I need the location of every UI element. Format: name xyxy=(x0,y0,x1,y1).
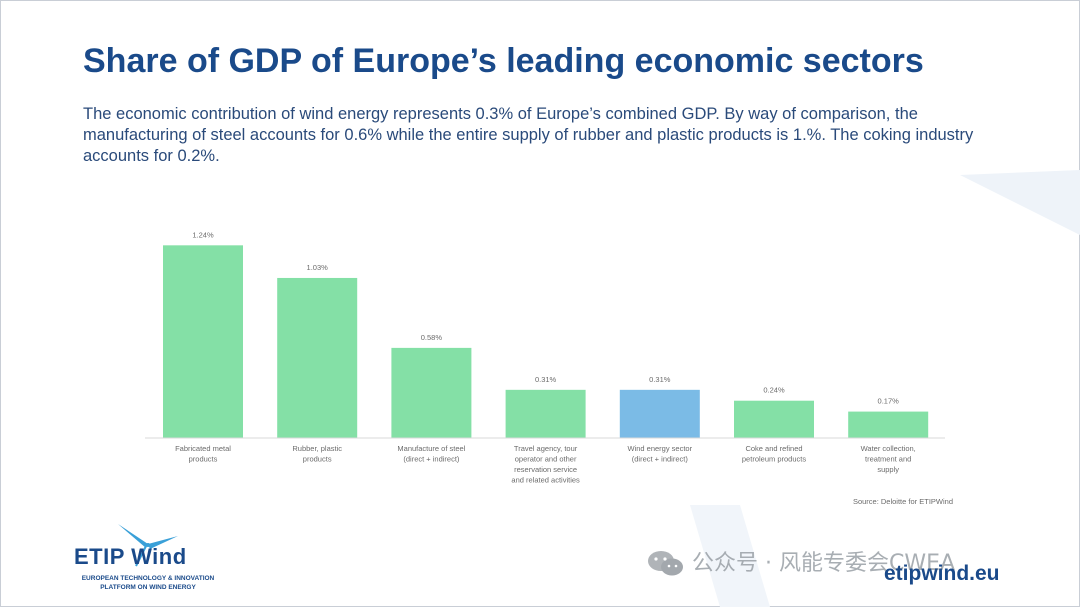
value-label-6: 0.24% xyxy=(763,386,785,395)
logo-tagline-line1: EUROPEAN TECHNOLOGY & INNOVATION xyxy=(81,575,215,582)
bar-1 xyxy=(163,245,243,438)
chart-category-labels: Fabricated metal products Rubber, plastic p… xyxy=(175,444,916,485)
bar-4 xyxy=(505,389,586,438)
bar-6 xyxy=(734,400,814,438)
bar-3 xyxy=(391,347,472,438)
page-subtitle: The economic contribution of wind energy… xyxy=(83,105,974,165)
value-label-3: 0.58% xyxy=(421,333,443,342)
category-label-line: supply xyxy=(877,465,899,474)
watermark-text: 公众号 · 风能专委会CWEA xyxy=(646,545,955,577)
value-label-7: 0.17% xyxy=(878,397,900,406)
bar-2 xyxy=(277,277,358,438)
category-label-line: Water collection, xyxy=(861,444,916,453)
category-label-line: treatment and xyxy=(865,455,911,464)
category-label-line: Coke and refined xyxy=(745,444,802,453)
category-label-4: Travel agency, tour operator and other res… xyxy=(511,444,580,485)
category-label-1: Fabricated metal products xyxy=(175,444,231,464)
category-label-line: products xyxy=(303,455,332,464)
category-label-line: (direct + indirect) xyxy=(632,455,689,464)
wechat-icon xyxy=(648,551,683,576)
category-label-line: petroleum products xyxy=(742,455,806,464)
chart-value-labels: 1.24% 1.03% 0.58% 0.31% 0.31% 0.24% 0.17% xyxy=(192,230,899,405)
logo-wordmark: ETIP Wind xyxy=(74,544,187,569)
category-label-2: Rubber, plastic products xyxy=(292,444,342,464)
etip-wind-logo xyxy=(118,524,178,567)
category-label-line: products xyxy=(189,455,218,464)
category-label-line: operator and other xyxy=(515,455,577,464)
category-label-line: Travel agency, tour xyxy=(514,444,578,453)
value-label-5: 0.31% xyxy=(649,375,671,384)
bar-7 xyxy=(848,411,929,438)
category-label-6: Coke and refined petroleum products xyxy=(742,444,806,464)
wind-turbine-icon xyxy=(118,524,178,567)
category-label-line: Wind energy sector xyxy=(627,444,692,453)
category-label-line: reservation service xyxy=(514,465,577,474)
category-label-line: Fabricated metal xyxy=(175,444,231,453)
category-label-5: Wind energy sector (direct + indirect) xyxy=(627,444,692,464)
value-label-2: 1.03% xyxy=(307,263,329,272)
category-label-line: Manufacture of steel xyxy=(397,444,465,453)
value-label-1: 1.24% xyxy=(192,230,214,239)
source-note: Source: Deloitte for ETIPWind xyxy=(853,497,953,506)
watermark-label: 公众号 · 风能专委会CWEA xyxy=(692,551,956,576)
category-label-line: and related activities xyxy=(511,476,580,485)
category-label-line: Rubber, plastic xyxy=(292,444,342,453)
chart-bars xyxy=(163,245,929,438)
page-title: Share of GDP of Europe’s leading economi… xyxy=(83,42,924,80)
category-label-3: Manufacture of steel (direct + indirect) xyxy=(397,444,465,464)
category-label-7: Water collection, treatment and supply xyxy=(861,444,916,474)
bar-5 xyxy=(619,389,700,438)
value-label-4: 0.31% xyxy=(535,375,557,384)
website-link[interactable]: etipwind.eu xyxy=(884,562,1000,585)
logo-tagline-line2: PLATFORM ON WIND ENERGY xyxy=(100,584,196,591)
category-label-line: (direct + indirect) xyxy=(403,455,460,464)
